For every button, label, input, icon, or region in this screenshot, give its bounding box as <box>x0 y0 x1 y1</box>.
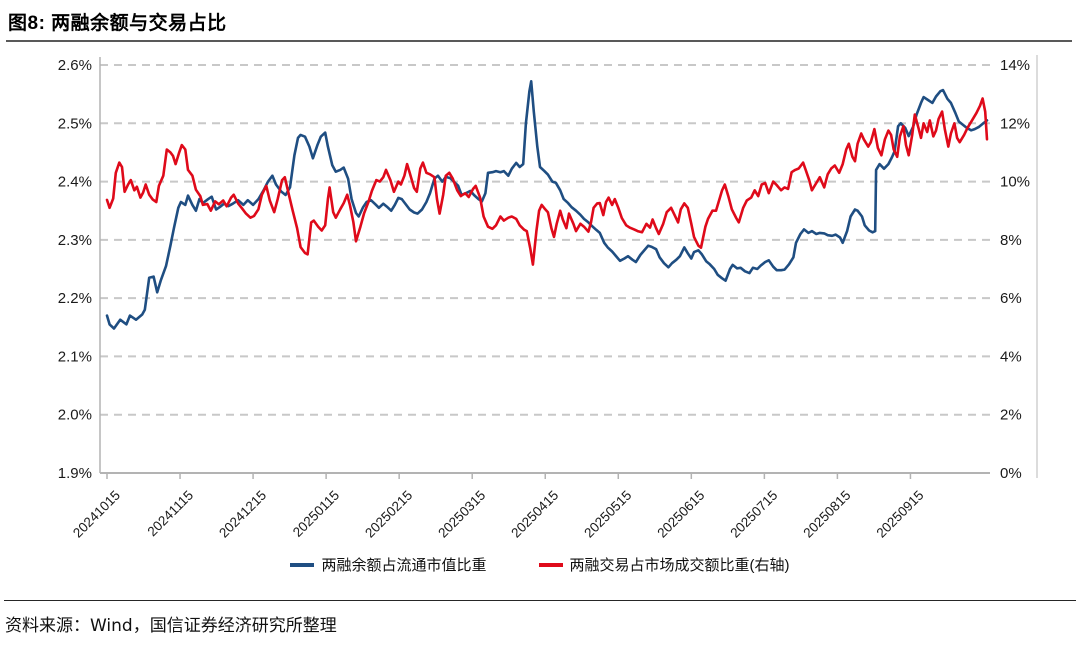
x-tick-label: 20250915 <box>873 488 926 541</box>
x-tick-label: 20250215 <box>362 488 415 541</box>
x-tick-label: 20250815 <box>800 488 853 541</box>
left-axis-tick-label: 2.2% <box>58 290 92 307</box>
trade-line-swatch-icon <box>538 562 563 567</box>
right-axis-tick-label: 12% <box>1000 115 1030 132</box>
legend-label-balance: 两融余额占流通市值比重 <box>321 557 487 574</box>
x-tick-label: 20241215 <box>216 488 269 541</box>
right-axis-tick-label: 0% <box>1000 465 1022 482</box>
left-axis-tick-label: 2.6% <box>58 57 92 74</box>
title-divider <box>6 40 1072 42</box>
chart-legend: 两融余额占流通市值比重 两融交易占市场成交额比重(右轴) <box>0 554 1080 575</box>
right-axis-tick-label: 8% <box>1000 232 1022 249</box>
balance-series-line <box>105 80 989 330</box>
left-axis-tick-label: 2.3% <box>58 232 92 249</box>
balance-line-swatch-icon <box>290 562 315 567</box>
legend-item-balance: 两融余额占流通市值比重 <box>290 554 487 575</box>
right-axis-tick-label: 10% <box>1000 174 1030 191</box>
x-tick-label: 20250415 <box>508 488 561 541</box>
source-note: 资料来源：Wind，国信证券经济研究所整理 <box>5 616 337 636</box>
x-tick-label: 20250315 <box>435 488 488 541</box>
x-tick-label: 20241115 <box>144 488 196 540</box>
left-axis-tick-label: 1.9% <box>58 465 92 482</box>
legend-item-trade: 两融交易占市场成交额比重(右轴) <box>538 554 790 575</box>
right-axis-tick-label: 14% <box>1000 57 1030 74</box>
left-axis-tick-label: 2.1% <box>58 348 92 365</box>
x-tick-label: 20250615 <box>654 488 707 541</box>
x-tick-label: 20250515 <box>581 488 634 541</box>
right-axis-tick-label: 4% <box>1000 348 1022 365</box>
left-axis-tick-label: 2.4% <box>58 174 92 191</box>
figure-title: 图8: 两融余额与交易占比 <box>8 13 227 34</box>
x-tick-label: 20250715 <box>727 488 780 541</box>
left-axis-tick-label: 2.0% <box>58 407 92 424</box>
right-axis-tick-label: 6% <box>1000 290 1022 307</box>
x-tick-label: 20241015 <box>70 488 123 541</box>
x-tick-label: 20250115 <box>290 488 342 540</box>
right-axis-tick-label: 2% <box>1000 407 1022 424</box>
trade-series-line <box>105 97 989 266</box>
legend-label-trade: 两融交易占市场成交额比重(右轴) <box>569 557 790 574</box>
footer-divider <box>4 600 1076 601</box>
left-axis-tick-label: 2.5% <box>58 115 92 132</box>
